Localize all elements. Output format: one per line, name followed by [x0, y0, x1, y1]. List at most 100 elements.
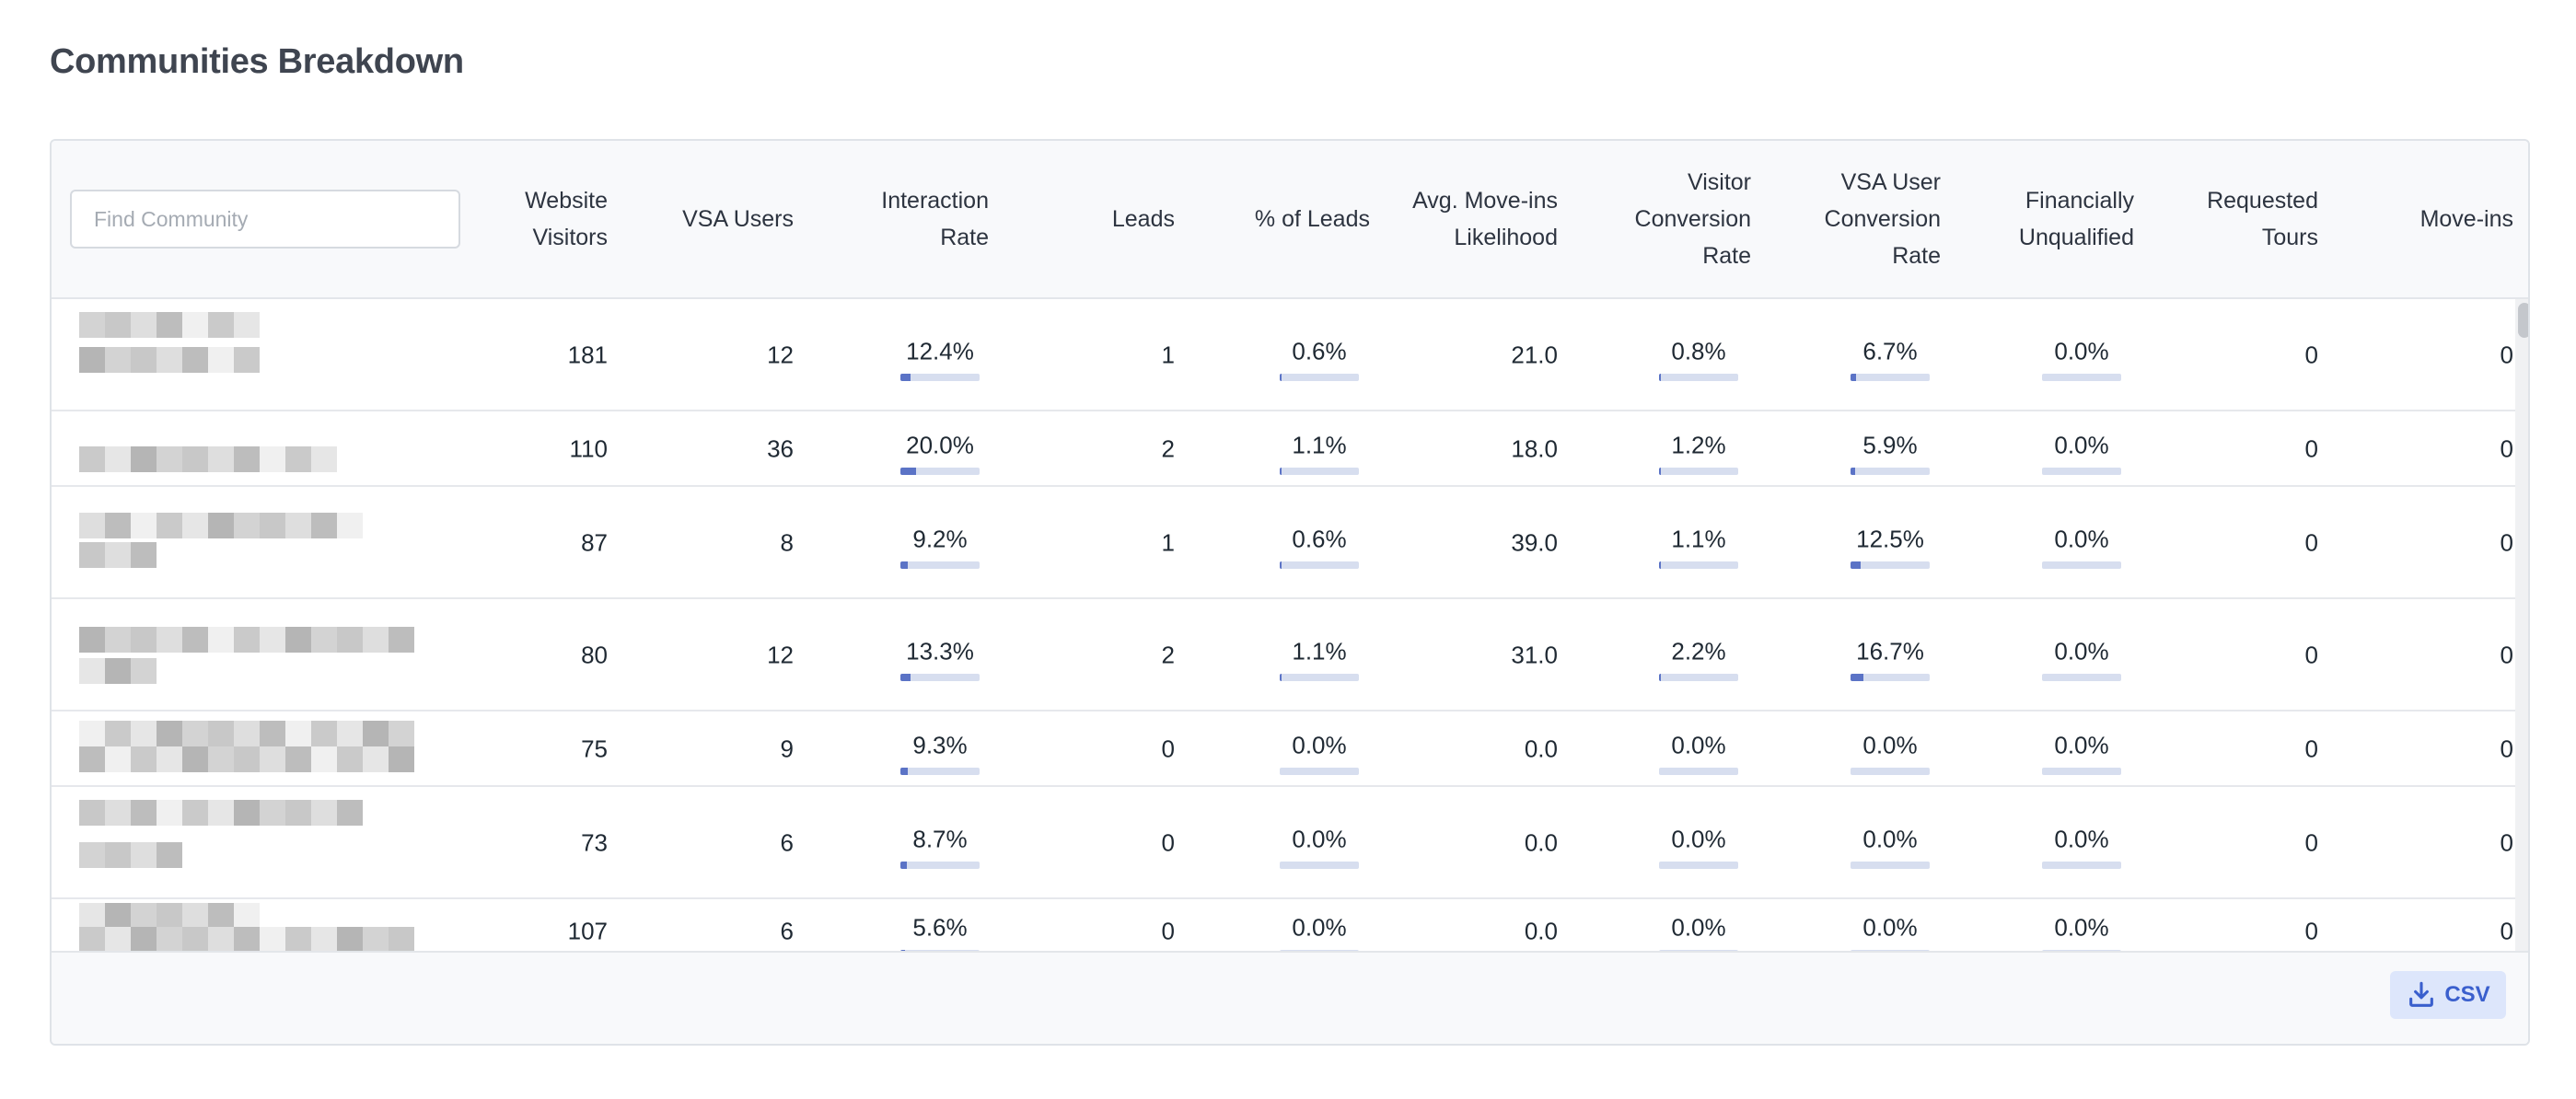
cell-visitor-conversion-rate: 0.0% [1671, 825, 1726, 853]
cell-visitor-conversion-rate: 0.8% [1671, 337, 1726, 365]
progress-bar-visitor-conversion-rate [1659, 374, 1738, 381]
progress-bar-interaction-rate [900, 561, 980, 569]
cell-pct-leads: 1.1% [1292, 637, 1347, 665]
table-scrollbar[interactable] [2515, 299, 2528, 951]
cell-move-ins: 0 [2500, 641, 2513, 669]
progress-fill [900, 674, 911, 681]
progress-fill [1851, 674, 1864, 681]
cell-requested-tours: 0 [2304, 528, 2318, 557]
column-header-requested-tours[interactable]: Requested Tours [2207, 188, 2318, 250]
cell-vsa-user-conversion-rate: 0.0% [1862, 731, 1918, 759]
csv-download-button[interactable]: CSV [2390, 971, 2506, 1019]
table-row[interactable]: 110 36 20.0% 2 1.1% 18.0 1.2% 5.9% 0.0% 0 0 [52, 411, 2519, 487]
progress-fill [1659, 468, 1661, 475]
progress-fill [1280, 674, 1282, 681]
cell-vsa-users: 6 [780, 917, 794, 945]
cell-vsa-user-conversion-rate: 16.7% [1856, 637, 1924, 665]
progress-bar-financially-unqualified [2042, 768, 2121, 775]
table-row[interactable]: 75 9 9.3% 0 0.0% 0.0 0.0% 0.0% 0.0% 0 0 [52, 711, 2519, 787]
cell-leads: 2 [1161, 641, 1175, 669]
cell-vsa-user-conversion-rate: 12.5% [1856, 525, 1924, 553]
cell-avg-move-ins-likelihood: 21.0 [1511, 341, 1558, 369]
column-header-move-ins[interactable]: Move-ins [2419, 206, 2513, 232]
cell-financially-unqualified: 0.0% [2054, 637, 2109, 665]
cell-pct-leads: 0.0% [1292, 731, 1347, 759]
column-header-vsa-users[interactable]: VSA Users [682, 206, 794, 232]
column-header-avg-move-ins-likelihood[interactable]: Avg. Move-ins Likelihood [1412, 188, 1558, 250]
progress-fill [900, 561, 908, 569]
scrollbar-thumb[interactable] [2518, 303, 2528, 338]
cell-move-ins: 0 [2500, 917, 2513, 945]
progress-fill [1851, 561, 1861, 569]
csv-label: CSV [2444, 982, 2490, 1007]
cell-visitor-conversion-rate: 2.2% [1671, 637, 1726, 665]
cell-website-visitors: 73 [581, 828, 608, 857]
cell-interaction-rate: 5.6% [912, 913, 968, 942]
cell-vsa-users: 9 [780, 735, 794, 763]
progress-bar-visitor-conversion-rate [1659, 468, 1738, 475]
progress-bar-visitor-conversion-rate [1659, 561, 1738, 569]
table-row[interactable]: 107 6 5.6% 0 0.0% 0.0 0.0% 0.0% 0.0% 0 0 [52, 899, 2519, 951]
progress-bar-interaction-rate [900, 862, 980, 869]
progress-bar-vsa-user-conversion-rate [1851, 374, 1930, 381]
progress-fill [1659, 374, 1661, 381]
table-row[interactable]: 181 12 12.4% 1 0.6% 21.0 0.8% 6.7% 0.0% 0 0 [52, 299, 2519, 411]
community-name-redacted [52, 487, 479, 597]
table-row[interactable]: 87 8 9.2% 1 0.6% 39.0 1.1% 12.5% 0.0% 0 0 [52, 487, 2519, 599]
download-icon [2409, 981, 2434, 1007]
cell-move-ins: 0 [2500, 341, 2513, 369]
cell-vsa-users: 36 [767, 434, 794, 463]
cell-vsa-user-conversion-rate: 0.0% [1862, 825, 1918, 853]
progress-bar-vsa-user-conversion-rate [1851, 950, 1930, 951]
cell-avg-move-ins-likelihood: 18.0 [1511, 434, 1558, 463]
progress-fill [1280, 468, 1282, 475]
progress-fill [1280, 561, 1282, 569]
progress-bar-pct-leads [1280, 768, 1359, 775]
cell-leads: 0 [1161, 828, 1175, 857]
progress-bar-financially-unqualified [2042, 374, 2121, 381]
progress-fill [900, 468, 917, 475]
find-community-input[interactable] [70, 190, 460, 249]
progress-bar-pct-leads [1280, 950, 1359, 951]
cell-pct-leads: 1.1% [1292, 431, 1347, 459]
cell-pct-leads: 0.0% [1292, 825, 1347, 853]
progress-bar-financially-unqualified [2042, 862, 2121, 869]
communities-table-card: Website Visitors VSA Users Interaction Rat… [50, 139, 2530, 1046]
column-header-website-visitors[interactable]: Website Visitors [525, 188, 608, 250]
progress-fill [1280, 374, 1282, 381]
progress-fill [900, 374, 911, 381]
progress-bar-pct-leads [1280, 674, 1359, 681]
cell-avg-move-ins-likelihood: 0.0 [1524, 828, 1558, 857]
community-name-redacted [52, 411, 479, 485]
cell-vsa-users: 6 [780, 828, 794, 857]
progress-bar-financially-unqualified [2042, 468, 2121, 475]
column-header-vsa-user-conversion-rate[interactable]: VSA User Conversion Rate [1824, 169, 1941, 269]
cell-financially-unqualified: 0.0% [2054, 825, 2109, 853]
cell-interaction-rate: 12.4% [906, 337, 974, 365]
cell-vsa-users: 12 [767, 341, 794, 369]
column-header-pct-leads[interactable]: % of Leads [1254, 206, 1370, 232]
cell-requested-tours: 0 [2304, 341, 2318, 369]
column-header-visitor-conversion-rate[interactable]: Visitor Conversion Rate [1634, 169, 1751, 269]
cell-website-visitors: 110 [569, 434, 608, 463]
cell-financially-unqualified: 0.0% [2054, 431, 2109, 459]
table-body[interactable]: 181 12 12.4% 1 0.6% 21.0 0.8% 6.7% 0.0% 0 0 110 36 20… [52, 299, 2528, 951]
cell-website-visitors: 75 [581, 735, 608, 763]
table-row[interactable]: 73 6 8.7% 0 0.0% 0.0 0.0% 0.0% 0.0% 0 0 [52, 787, 2519, 899]
column-header-leads[interactable]: Leads [1111, 206, 1175, 232]
table-header: Website Visitors VSA Users Interaction Rat… [52, 141, 2528, 299]
cell-financially-unqualified: 0.0% [2054, 525, 2109, 553]
table-row[interactable]: 80 12 13.3% 2 1.1% 31.0 2.2% 16.7% 0.0% 0 0 [52, 599, 2519, 711]
progress-bar-financially-unqualified [2042, 674, 2121, 681]
column-header-interaction-rate[interactable]: Interaction Rate [881, 188, 989, 250]
progress-bar-pct-leads [1280, 561, 1359, 569]
progress-bar-visitor-conversion-rate [1659, 862, 1738, 869]
cell-interaction-rate: 20.0% [906, 431, 974, 459]
cell-move-ins: 0 [2500, 434, 2513, 463]
cell-requested-tours: 0 [2304, 641, 2318, 669]
cell-leads: 0 [1161, 917, 1175, 945]
column-header-financially-unqualified[interactable]: Financially Unqualified [2018, 188, 2134, 250]
cell-leads: 1 [1161, 341, 1175, 369]
progress-fill [900, 862, 908, 869]
cell-vsa-user-conversion-rate: 6.7% [1862, 337, 1918, 365]
